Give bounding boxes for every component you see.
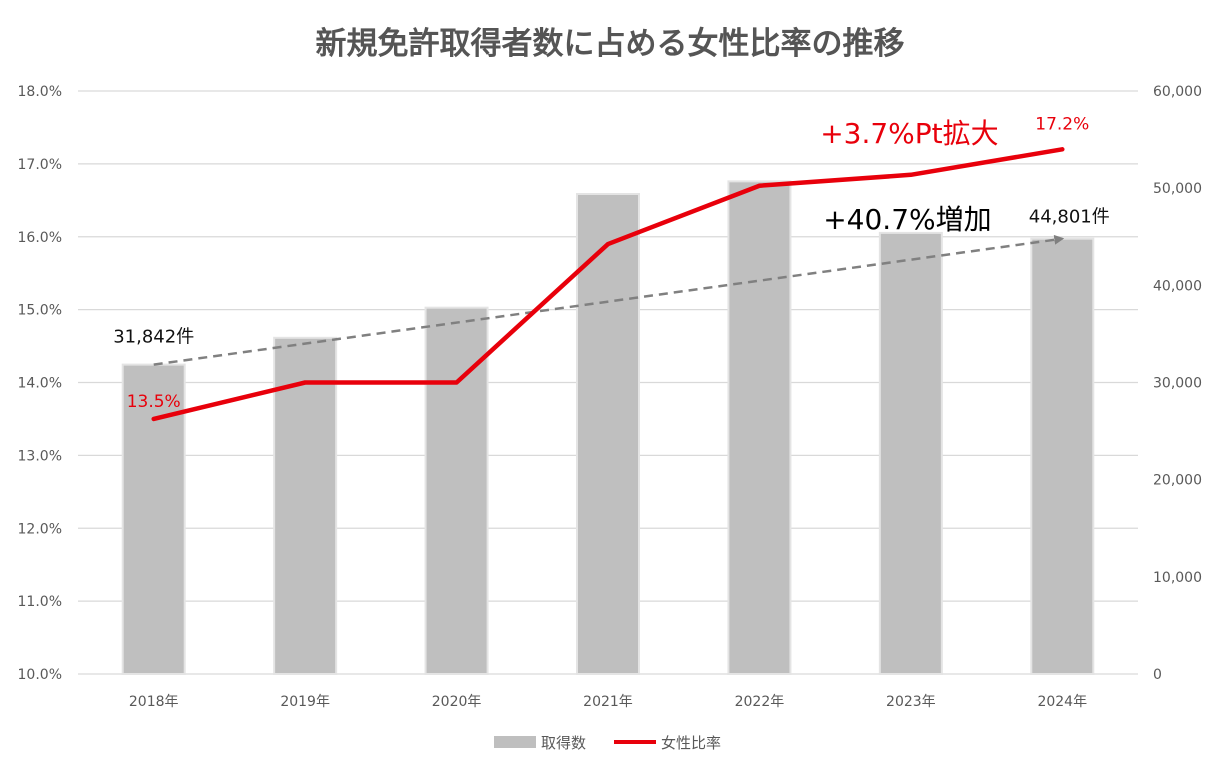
legend-label-line: 女性比率 [661,734,721,752]
legend: 取得数 女性比率 [494,734,721,752]
left-tick-label: 14.0% [18,376,62,392]
left-tick-label: 11.0% [18,594,62,610]
right-tick-label: 0 [1153,667,1162,683]
right-tick-label: 50,000 [1153,181,1202,197]
right-axis: 0 10,000 20,000 30,000 40,000 50,000 60,000 [1153,84,1202,683]
x-axis: 2018年 2019年 2020年 2021年 2022年 2023年 2024年 [129,694,1087,710]
ratio-line [151,147,1065,422]
end-count-label: 44,801件 [1029,207,1110,228]
right-tick-label: 60,000 [1153,84,1202,100]
count-change-label: +40.7%増加 [823,203,991,236]
bar [576,192,640,675]
trendline [153,234,1065,366]
legend-label-bar: 取得数 [541,734,586,752]
right-tick-label: 30,000 [1153,376,1202,392]
chart-title: 新規免許取得者数に占める女性比率の推移 [316,26,905,62]
bar [424,306,489,675]
left-tick-label: 12.0% [18,521,62,537]
legend-swatch-bar [494,736,536,748]
left-tick-label: 10.0% [18,667,62,683]
trendline-arrow [153,234,1065,366]
left-tick-label: 16.0% [18,230,62,246]
bar [273,336,338,675]
ratio-change-label: +3.7%Pt拡大 [820,117,998,150]
start-ratio-label: 13.5% [127,392,181,412]
x-tick-label: 2020年 [432,694,482,710]
left-axis: 10.0% 11.0% 12.0% 13.0% 14.0% 15.0% 16.0% 17.0%… [18,84,62,683]
bar [727,180,792,676]
x-tick-label: 2023年 [886,694,936,710]
x-tick-label: 2019年 [280,694,330,710]
left-tick-label: 17.0% [18,157,62,173]
bar [878,231,943,675]
left-tick-label: 18.0% [18,84,62,100]
start-count-label: 31,842件 [113,327,194,348]
x-tick-label: 2021年 [583,694,633,710]
x-tick-label: 2018年 [129,694,179,710]
right-tick-label: 40,000 [1153,278,1202,294]
right-tick-label: 20,000 [1153,473,1202,489]
x-tick-label: 2024年 [1037,694,1087,710]
right-tick-label: 10,000 [1153,570,1202,586]
left-tick-label: 13.0% [18,448,62,464]
left-tick-label: 15.0% [18,303,62,319]
end-ratio-label: 17.2% [1035,114,1089,134]
bar [1030,237,1095,675]
line-series [151,147,1065,422]
x-tick-label: 2022年 [735,694,785,710]
